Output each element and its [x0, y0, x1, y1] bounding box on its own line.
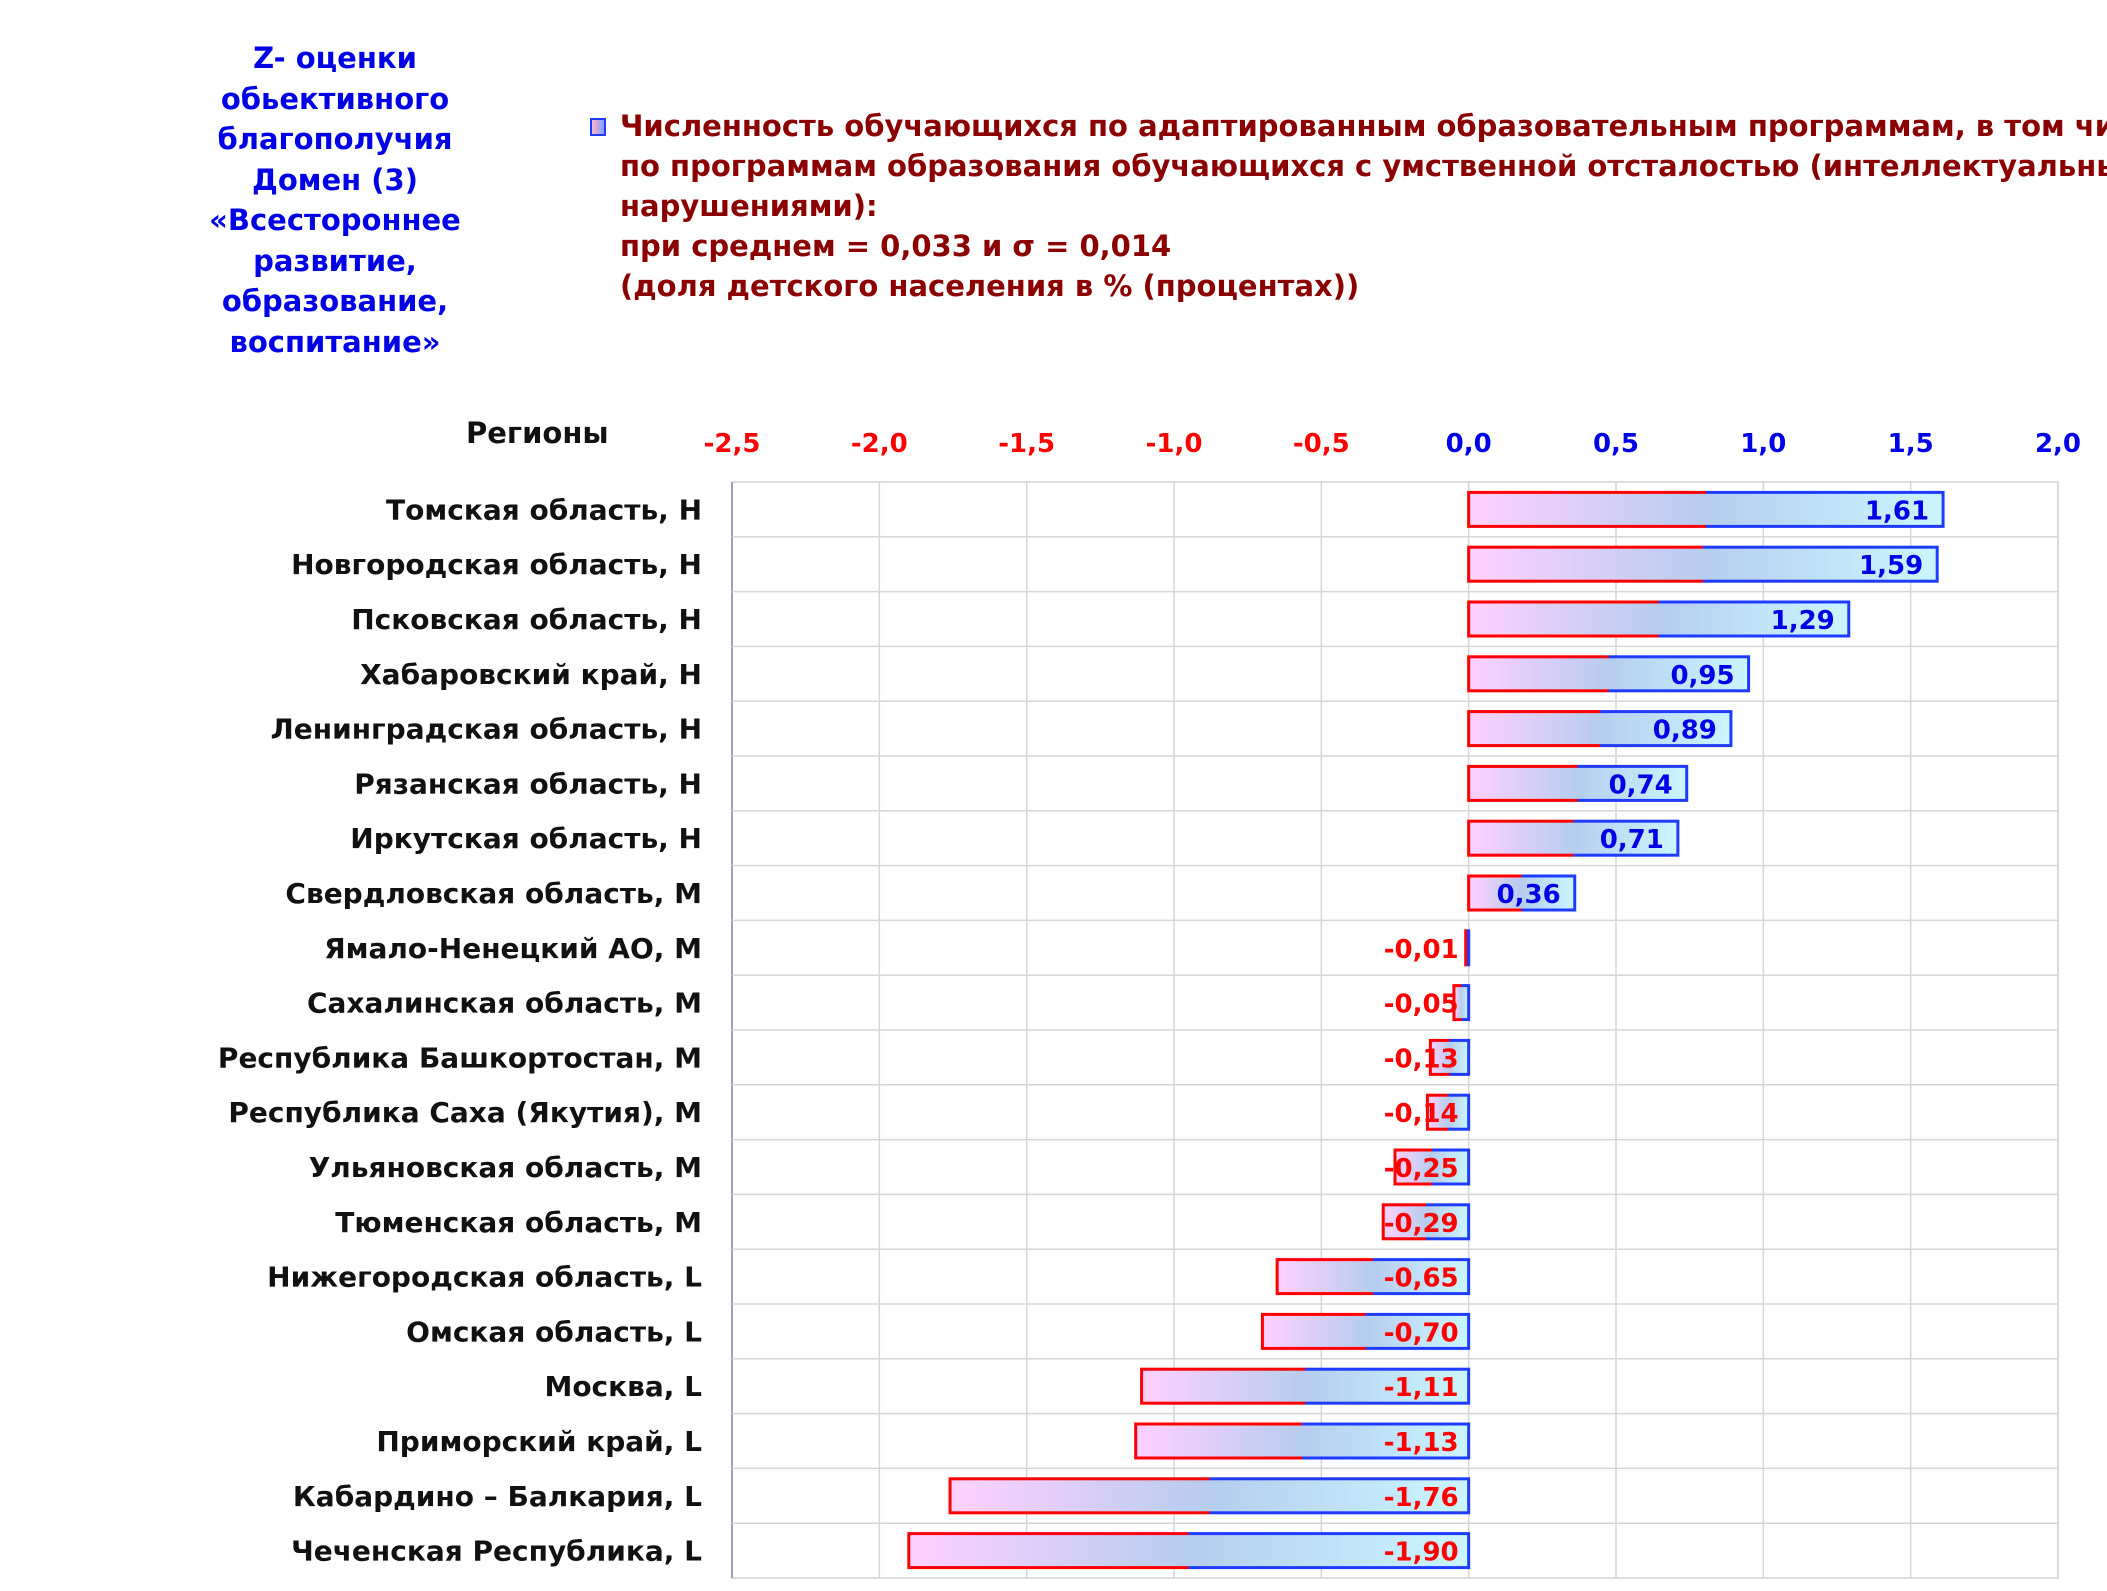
category-label: Тюменская область, M: [335, 1206, 702, 1239]
data-label: 0,71: [1600, 825, 1664, 855]
bar: [1134, 1422, 1471, 1460]
x-tick-label: 1,5: [1888, 429, 1934, 459]
bar: [1467, 545, 1939, 583]
x-tick-label: -2,5: [704, 429, 761, 459]
data-label: -0,13: [1384, 1044, 1459, 1074]
bar: [1140, 1367, 1471, 1405]
category-label: Республика Саха (Якутия), M: [228, 1096, 702, 1129]
data-label: -1,90: [1384, 1538, 1459, 1568]
data-label: 0,89: [1653, 716, 1717, 746]
data-label: -0,65: [1384, 1264, 1459, 1294]
category-label: Сахалинская область, M: [307, 987, 702, 1020]
bar: [1467, 710, 1733, 748]
category-label: Новгородская область, H: [291, 548, 702, 581]
data-label: -0,70: [1384, 1318, 1459, 1348]
x-tick-label: -1,5: [998, 429, 1055, 459]
x-tick-label: 0,5: [1593, 429, 1639, 459]
bar: [1467, 764, 1689, 802]
side-title-line: воспитание»: [229, 324, 441, 359]
legend-line: Численность обучающихся по адаптированны…: [620, 109, 2107, 143]
category-label: Свердловская область, M: [285, 877, 702, 910]
bar: [1393, 1148, 1471, 1186]
category-label: Омская область, L: [406, 1315, 702, 1348]
side-title-line: развитие,: [253, 243, 417, 278]
bar: [1275, 1258, 1471, 1296]
data-label: 0,36: [1497, 880, 1561, 910]
legend-line: (доля детского населения в % (процентах)…: [620, 269, 1360, 303]
category-label: Ямало-Ненецкий АО, M: [324, 932, 702, 965]
legend-swatch: [590, 118, 606, 136]
data-label: -0,29: [1384, 1209, 1459, 1239]
data-label: -0,01: [1384, 935, 1459, 965]
chart-side-title: Z- оценки обьективного благополучия Домен (…: [190, 38, 480, 362]
bar: [1467, 819, 1680, 857]
side-title-line: Домен (3): [252, 162, 418, 197]
bar: [1467, 490, 1945, 528]
data-label: -1,11: [1384, 1373, 1459, 1403]
bar: [907, 1532, 1471, 1570]
bar: [948, 1477, 1471, 1515]
data-label: 0,74: [1609, 770, 1673, 800]
category-axis-header: Регионы: [466, 416, 609, 450]
side-title-line: «Всестороннее: [209, 203, 461, 237]
side-title-line: обьективного: [220, 81, 450, 116]
data-label: 1,59: [1859, 551, 1923, 581]
bar: [1452, 984, 1471, 1022]
data-label: -1,76: [1384, 1483, 1459, 1513]
data-label: -0,14: [1384, 1099, 1459, 1129]
category-label: Иркутская область, H: [350, 822, 702, 855]
data-label: 1,29: [1771, 606, 1835, 636]
x-tick-label: 0,0: [1446, 429, 1492, 459]
category-label: Чеченская Республика, L: [291, 1535, 702, 1568]
category-label: Приморский край, L: [376, 1425, 702, 1458]
side-title-line: благополучия: [217, 122, 453, 156]
data-label: -0,05: [1384, 990, 1459, 1020]
category-label: Нижегородская область, L: [267, 1261, 702, 1294]
bar: [1467, 874, 1577, 912]
bar: [1425, 1093, 1471, 1131]
category-label: Республика Башкортостан, M: [218, 1041, 702, 1074]
data-label: 1,61: [1865, 496, 1929, 526]
bar: [1467, 655, 1751, 693]
data-label: -1,13: [1384, 1428, 1459, 1458]
x-tick-label: -0,5: [1293, 429, 1350, 459]
bar: [1428, 1038, 1471, 1076]
category-label: Рязанская область, H: [354, 767, 702, 800]
side-title-line: образование,: [221, 284, 449, 318]
category-label: Хабаровский край, H: [360, 658, 702, 691]
x-tick-label: -2,0: [851, 429, 908, 459]
data-label: -0,25: [1384, 1154, 1459, 1184]
bar: [1260, 1312, 1471, 1350]
x-tick-label: 1,0: [1740, 429, 1786, 459]
x-tick-label: 2,0: [2035, 429, 2081, 459]
legend-line: нарушениями):: [620, 189, 878, 223]
data-label: 0,95: [1670, 661, 1734, 691]
category-label: Кабардино – Балкария, L: [293, 1480, 702, 1513]
bar: [1464, 929, 1471, 967]
category-label: Москва, L: [544, 1370, 702, 1403]
category-label: Томская область, H: [386, 493, 702, 526]
legend-line: при среднем = 0,033 и σ = 0,014: [620, 229, 1172, 263]
bar: [1381, 1203, 1471, 1241]
category-label: Псковская область, H: [351, 603, 702, 636]
legend-line: по программам образования обучающихся с …: [620, 149, 2107, 183]
x-tick-label: -1,0: [1146, 429, 1203, 459]
bar: [1467, 600, 1851, 638]
legend-text: Численность обучающихся по адаптированны…: [620, 106, 2107, 306]
side-title-line: Z- оценки: [253, 41, 417, 75]
category-label: Ленинградская область, H: [271, 713, 703, 746]
category-label: Ульяновская область, M: [309, 1151, 702, 1184]
